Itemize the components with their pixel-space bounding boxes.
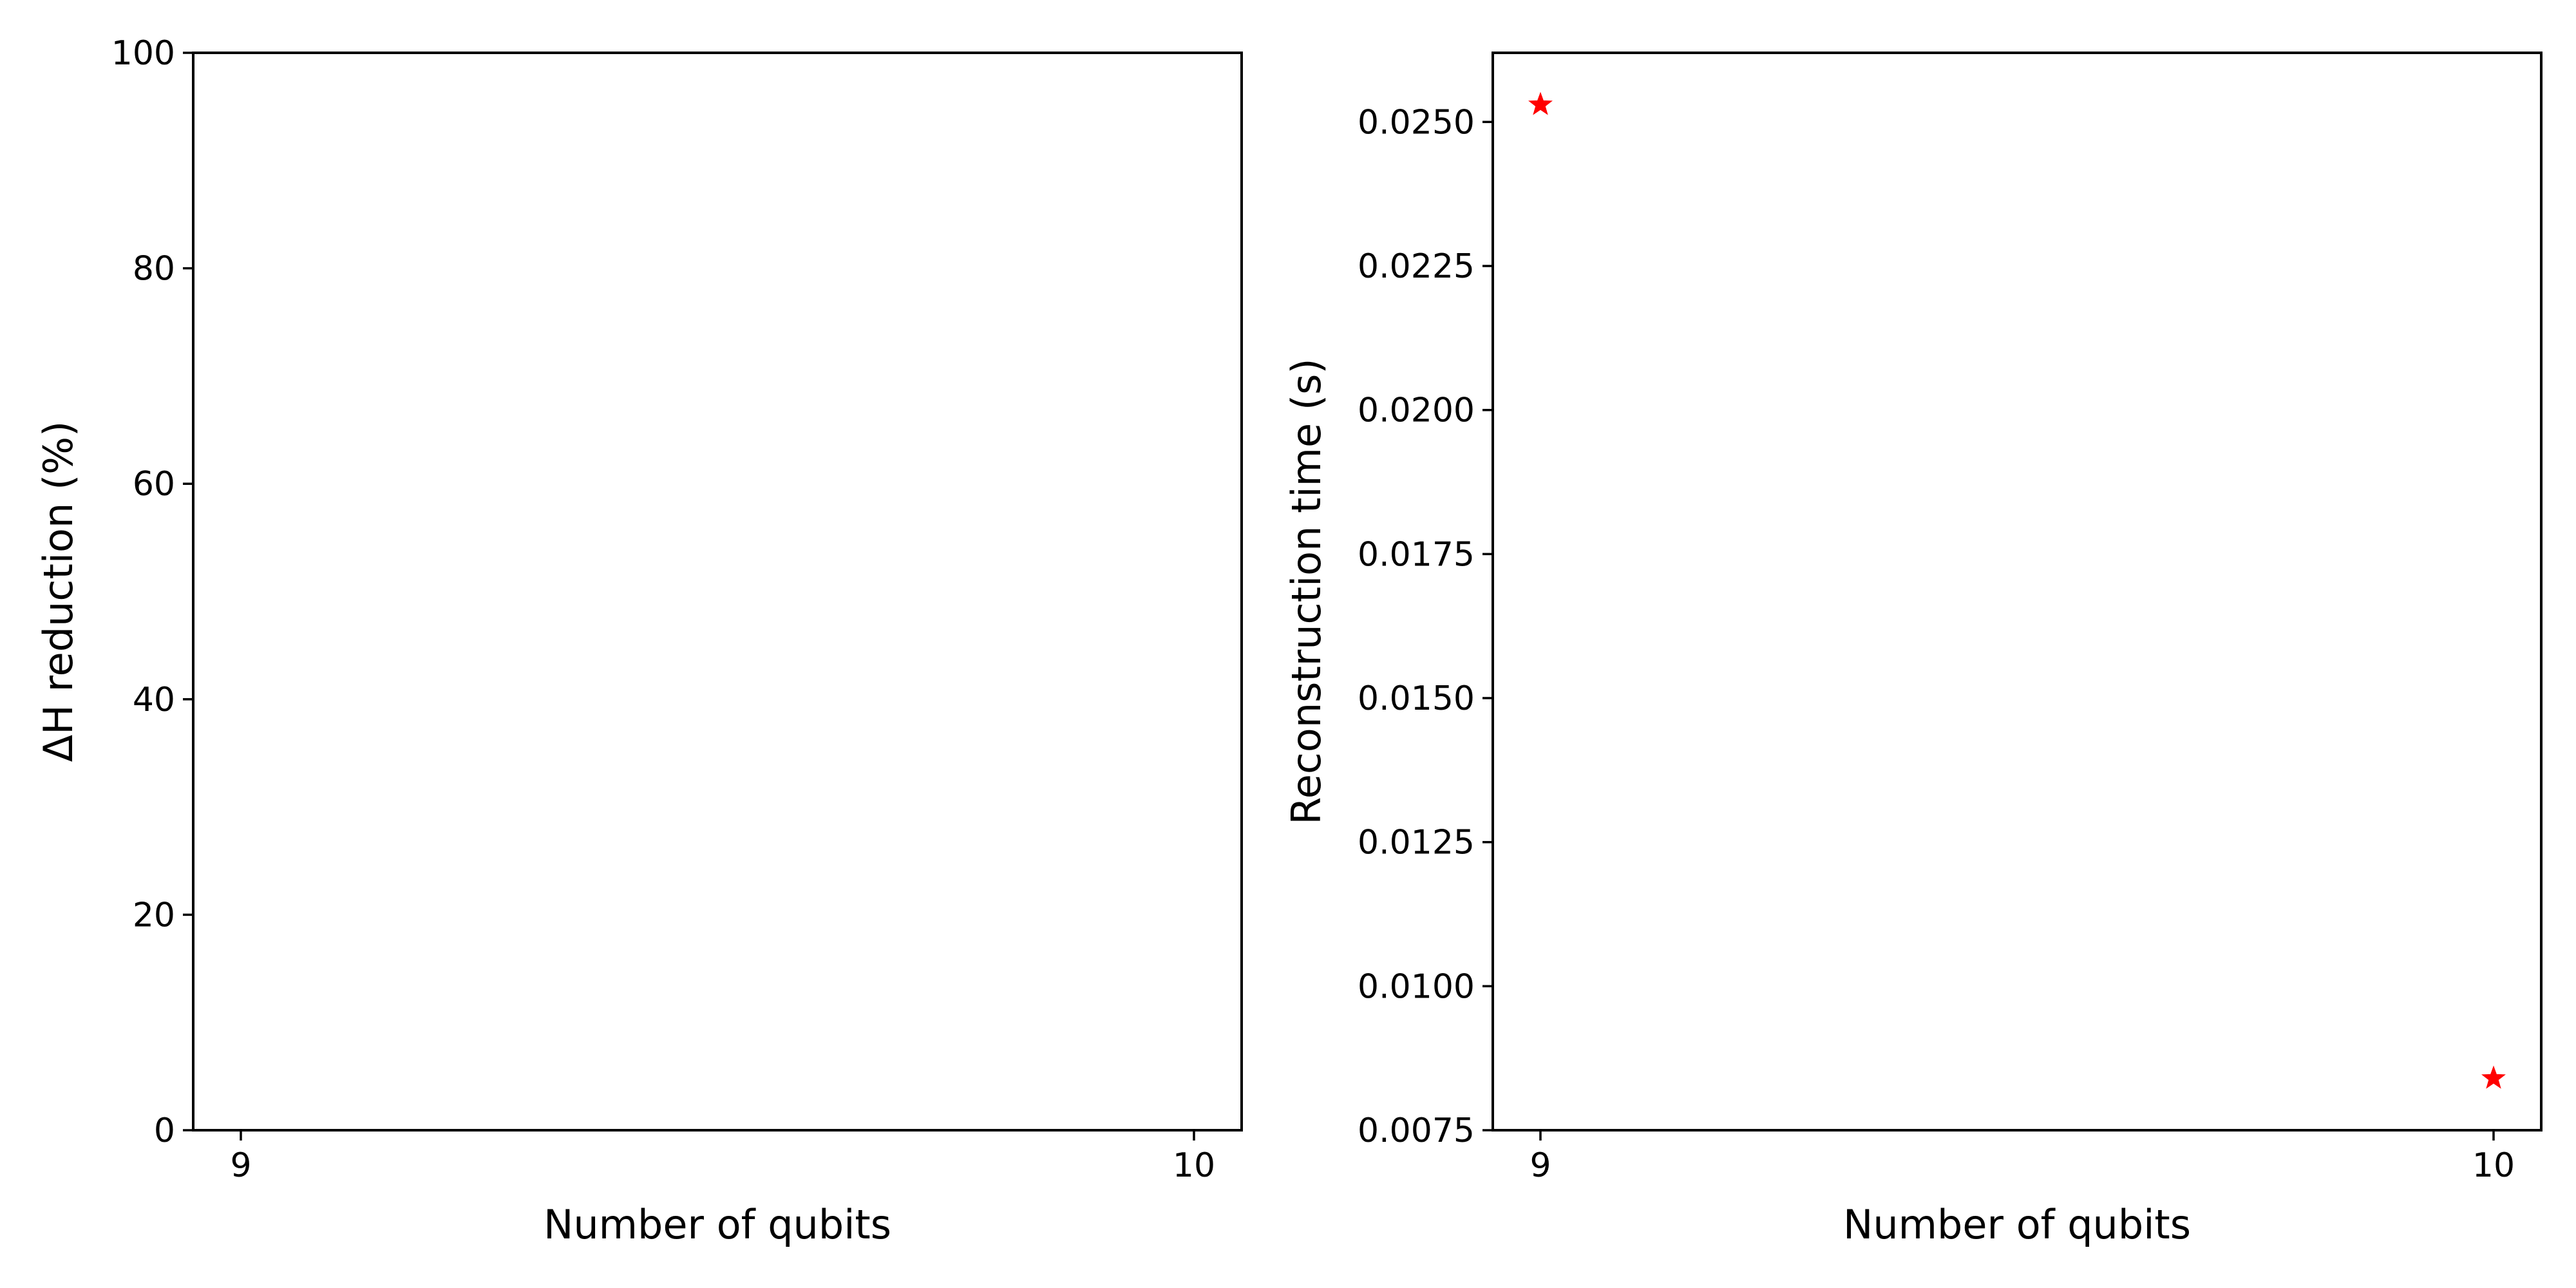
- right-panel-y-axis-label: Reconstruction time (s): [1283, 358, 1330, 824]
- left-panel-y-tick-label: 100: [111, 34, 175, 73]
- left-panel-y-tick-label: 40: [133, 681, 175, 719]
- left-panel-x-tick-label: 10: [1173, 1146, 1215, 1185]
- right-panel-y-tick-label: 0.0150: [1358, 679, 1475, 718]
- right-panel-y-tick-label: 0.0075: [1358, 1112, 1475, 1150]
- right-panel-data-point: [1528, 91, 1553, 115]
- right-panel-data-point: [2481, 1065, 2506, 1089]
- left-panel-y-tick-label: 20: [133, 896, 175, 934]
- left-panel-y-axis-label: ΔH reduction (%): [35, 421, 82, 762]
- right-panel-ticks: 0.0075 0.0100 0.0125 0.0150 0.0175 0.0200 0.02…: [1358, 103, 2515, 1185]
- left-panel-ticks: 0 20 40 60 80 100 9 10: [111, 34, 1215, 1185]
- left-panel-frame: [192, 52, 1243, 1132]
- left-panel-y-tick-label: 60: [133, 465, 175, 504]
- right-panel-y-tick-label: 0.0100: [1358, 967, 1475, 1006]
- right-panel-y-tick-label: 0.0175: [1358, 535, 1475, 574]
- right-panel-x-tick-label: 10: [2472, 1146, 2515, 1185]
- left-panel-y-tick-label: 0: [154, 1112, 175, 1150]
- right-panel-y-tick-label: 0.0225: [1358, 247, 1475, 286]
- right-panel-y-tick-label: 0.0200: [1358, 392, 1475, 430]
- left-panel-x-axis-label: Number of qubits: [544, 1201, 891, 1248]
- left-panel-x-tick-label: 9: [230, 1146, 251, 1185]
- right-panel-frame: [1492, 52, 2543, 1132]
- right-panel-y-tick-label: 0.0125: [1358, 824, 1475, 862]
- right-panel-reconstruction-time: 0.0075 0.0100 0.0125 0.0150 0.0175 0.0200 0.02…: [1283, 52, 2543, 1248]
- left-panel-y-tick-label: 80: [133, 250, 175, 289]
- right-panel-markers: [1528, 91, 2506, 1089]
- right-panel-x-axis-label: Number of qubits: [1843, 1201, 2191, 1248]
- right-panel-x-tick-label: 9: [1530, 1146, 1551, 1185]
- right-panel-y-tick-label: 0.0250: [1358, 103, 1475, 142]
- left-panel-dh-reduction: 0 20 40 60 80 100 9 10 Number of qubits ΔH redu…: [35, 34, 1243, 1248]
